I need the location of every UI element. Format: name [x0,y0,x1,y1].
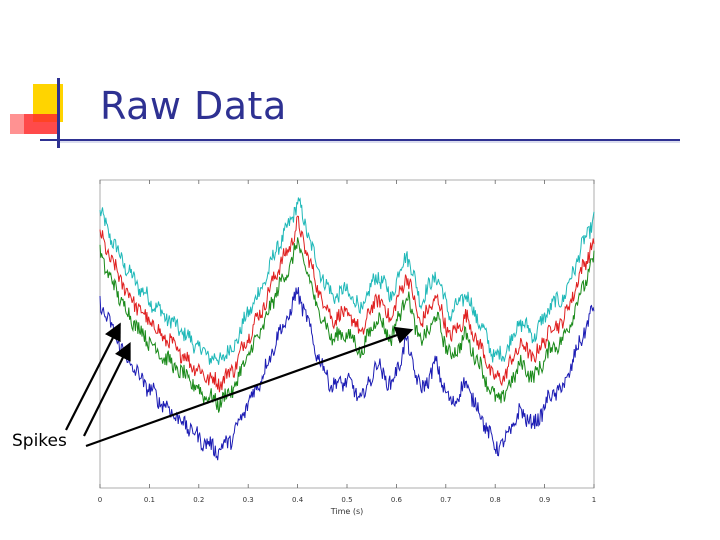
series-line [99,215,595,393]
x-axis-label: Time (s) [330,507,364,516]
plot-area [99,179,595,489]
x-tick-label: 0 [98,496,102,504]
series-line [99,237,595,413]
x-tick-label: 0.1 [144,496,155,504]
spikes-annotation: Spikes [12,431,67,451]
x-tick-label: 0.4 [292,496,304,504]
x-tick-label: 1 [592,496,596,504]
x-tick-label: 0.5 [341,496,352,504]
x-tick-label: 0.3 [243,496,254,504]
series-line [99,197,595,365]
slide-title: Raw Data [100,84,287,128]
rule-shadow [60,141,680,143]
x-tick-label: 0.8 [490,496,501,504]
x-tick-label: 0.6 [391,496,403,504]
x-tick-label: 0.2 [193,496,204,504]
spike-arrow [65,322,121,431]
series-line [99,287,595,461]
title-decoration [10,78,680,148]
pink-fade [10,114,24,134]
spike-arrows [65,322,414,448]
x-tick-label: 0.9 [539,496,550,504]
spike-arrow [83,342,131,437]
trace-group [99,197,595,461]
horizontal-rule [40,139,680,141]
x-axis-ticks: 0 0.1 0.2 0.3 0.4 0.5 0.6 0.7 0.8 0.9 1 [98,180,596,504]
spike-arrow [85,326,414,448]
vertical-rule [57,78,60,148]
x-tick-label: 0.7 [440,496,451,504]
